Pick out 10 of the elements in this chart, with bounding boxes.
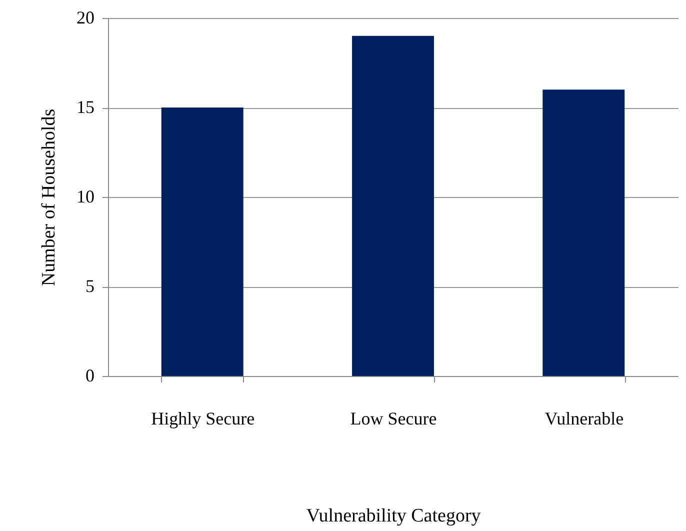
y-tick-label: 20 bbox=[76, 8, 94, 28]
y-tick-label: 5 bbox=[86, 276, 94, 296]
y-tick-label: 0 bbox=[86, 366, 94, 386]
y-tick-label: 10 bbox=[76, 186, 94, 206]
x-tick-label: Highly Secure bbox=[151, 408, 255, 428]
y-tick-label: 15 bbox=[76, 97, 94, 117]
x-axis-title: Vulnerability Category bbox=[306, 506, 482, 526]
x-tick-label: Vulnerable bbox=[544, 408, 624, 428]
y-axis-title: Number of Households bbox=[38, 108, 60, 286]
x-tick-label: Low Secure bbox=[350, 408, 437, 428]
